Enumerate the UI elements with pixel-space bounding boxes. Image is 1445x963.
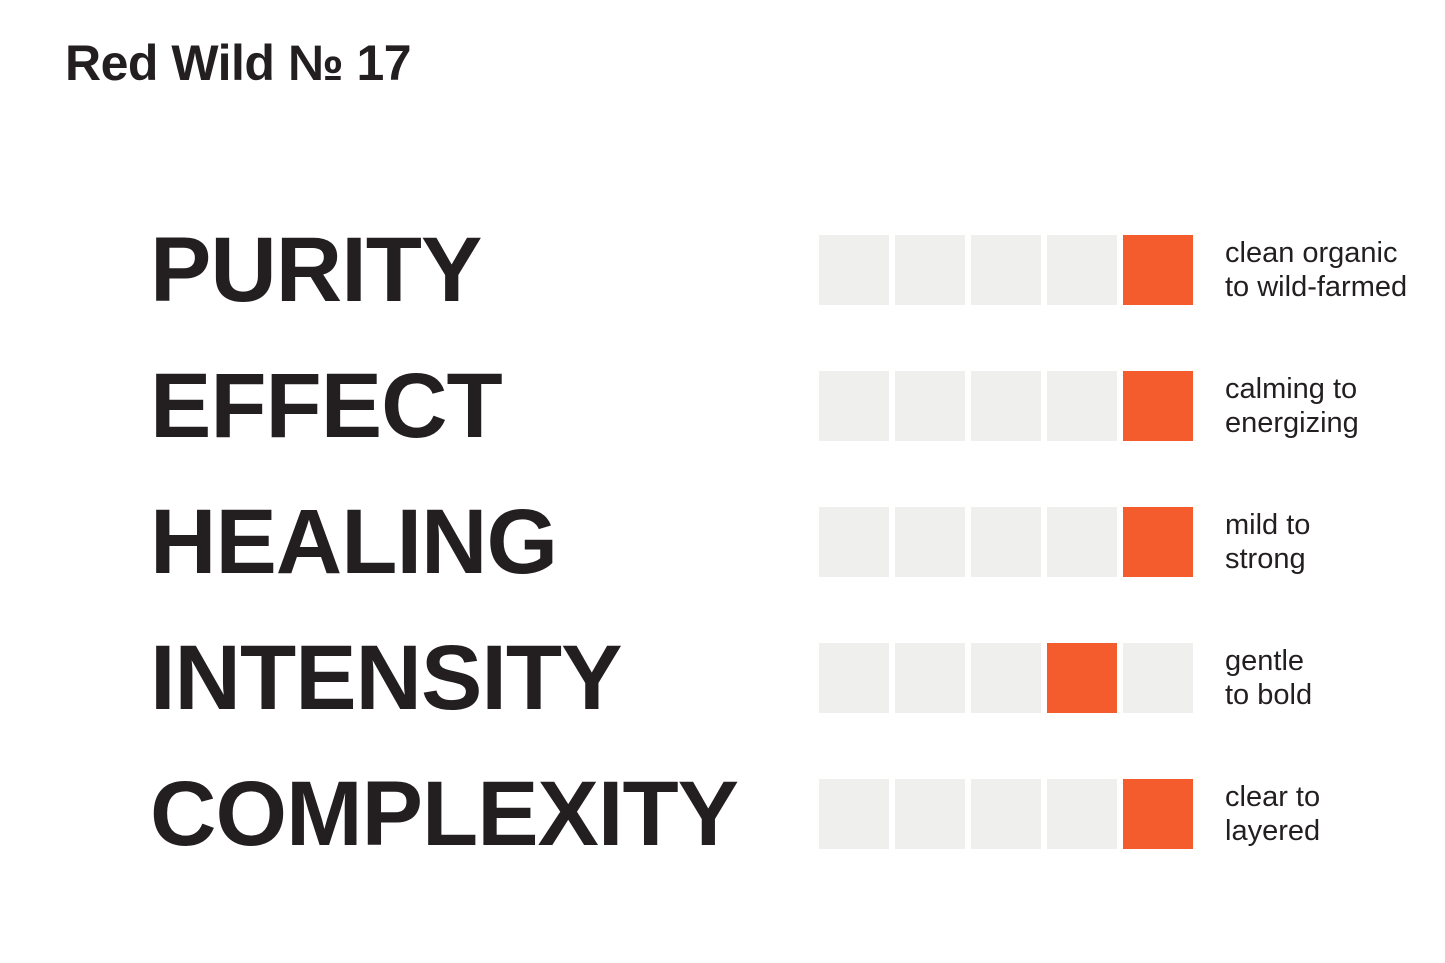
scale-square-empty: [971, 643, 1041, 713]
rating-row: COMPLEXITY clear to layered: [0, 763, 1445, 865]
scale-square-filled: [1123, 779, 1193, 849]
rating-row: HEALING mild to strong: [0, 491, 1445, 593]
scale-square-empty: [819, 507, 889, 577]
scale-square-empty: [1123, 643, 1193, 713]
scale-square-filled: [1123, 507, 1193, 577]
scale-square-empty: [971, 779, 1041, 849]
scale-square-empty: [895, 371, 965, 441]
scale-square-empty: [819, 643, 889, 713]
scale-square-empty: [819, 779, 889, 849]
rating-label: PURITY: [150, 219, 482, 321]
rating-label: COMPLEXITY: [150, 763, 739, 865]
rating-scale: [819, 371, 1193, 441]
rating-row: INTENSITY gentle to bold: [0, 627, 1445, 729]
scale-square-empty: [971, 507, 1041, 577]
rating-scale: [819, 507, 1193, 577]
ratings-list: PURITY clean organic to wild-farmed EFFE…: [0, 219, 1445, 865]
scale-square-empty: [895, 507, 965, 577]
rating-scale: [819, 643, 1193, 713]
rating-description: clean organic to wild-farmed: [1225, 237, 1408, 303]
scale-square-empty: [1047, 779, 1117, 849]
scale-square-filled: [1123, 371, 1193, 441]
rating-scale: [819, 779, 1193, 849]
scale-square-empty: [971, 371, 1041, 441]
rating-label: INTENSITY: [150, 627, 622, 729]
scale-square-empty: [1047, 235, 1117, 305]
rating-row: PURITY clean organic to wild-farmed: [0, 219, 1445, 321]
rating-description: mild to strong: [1225, 509, 1311, 575]
page-title: Red Wild № 17: [65, 35, 412, 91]
scale-square-filled: [1123, 235, 1193, 305]
scale-square-empty: [895, 235, 965, 305]
scale-square-empty: [1047, 371, 1117, 441]
scale-square-empty: [895, 779, 965, 849]
scale-square-empty: [1047, 507, 1117, 577]
scale-square-empty: [819, 371, 889, 441]
rating-scale: [819, 235, 1193, 305]
rating-description: calming to energizing: [1225, 373, 1359, 439]
scale-square-empty: [819, 235, 889, 305]
rating-description: gentle to bold: [1225, 645, 1313, 711]
scale-square-filled: [1047, 643, 1117, 713]
rating-label: EFFECT: [150, 355, 503, 457]
rating-description: clear to layered: [1225, 781, 1321, 847]
rating-row: EFFECT calming to energizing: [0, 355, 1445, 457]
scale-square-empty: [971, 235, 1041, 305]
rating-label: HEALING: [150, 491, 558, 593]
scale-square-empty: [895, 643, 965, 713]
